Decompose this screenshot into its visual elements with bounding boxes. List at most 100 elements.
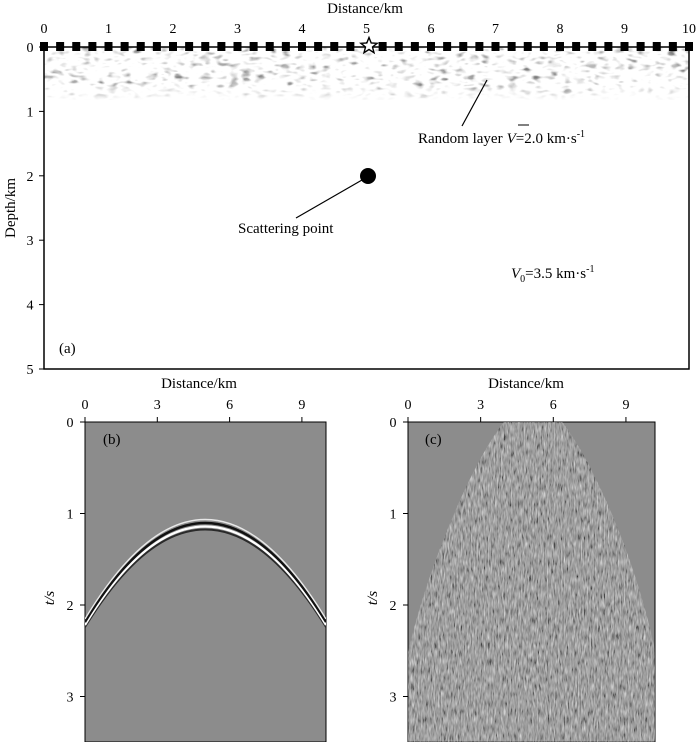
panel-c-ytick-labels: 0 1 2 3 — [390, 416, 397, 706]
panel-c-tick-marks — [403, 417, 627, 697]
receiver-marker — [556, 42, 564, 51]
receiver-marker — [652, 42, 661, 51]
receiver-marker — [169, 42, 177, 51]
receiver-marker — [136, 42, 145, 51]
panel-a-xtick-label: 1 — [105, 22, 112, 37]
receiver-marker — [40, 42, 48, 51]
receiver-marker — [491, 42, 500, 51]
panel-b-hyperbola — [85, 518, 326, 628]
v0-sub: 0 — [520, 274, 525, 285]
receiver-marker — [668, 42, 677, 51]
panel-b-ytick-label: 0 — [67, 416, 74, 431]
receiver-marker — [265, 42, 274, 51]
receiver-marker — [410, 42, 419, 51]
receiver-marker — [314, 42, 323, 51]
panel-b-xtick-labels: 0 3 6 9 — [82, 398, 306, 413]
panel-b-ytick-label: 3 — [67, 691, 74, 706]
panel-a-xtick-label: 3 — [234, 22, 241, 37]
panel-a-xlabel: Distance/km — [327, 1, 403, 17]
panel-c: Distance/km 0 3 6 9 0 1 2 3 t/s (c) — [365, 376, 656, 742]
panel-b-ytick-label: 2 — [67, 599, 74, 614]
receiver-marker — [394, 42, 403, 51]
receiver-marker — [523, 42, 532, 51]
scattering-point-label: Scattering point — [238, 221, 334, 237]
receiver-marker — [56, 42, 65, 51]
panel-a-ylabel: Depth/km — [3, 178, 19, 238]
panel-a-xtick-label: 10 — [682, 22, 696, 37]
receiver-marker — [120, 42, 129, 51]
v0-exp: -1 — [586, 264, 594, 275]
random-layer-symbol: V — [507, 131, 518, 147]
panel-b: Distance/km 0 3 6 9 0 1 2 3 t/s (b) — [42, 376, 327, 742]
panel-b-tick-marks — [80, 417, 303, 697]
receiver-marker — [217, 42, 226, 51]
scattering-point-marker — [360, 168, 376, 184]
random-layer-leader — [461, 79, 488, 127]
random-layer-exp: -1 — [577, 129, 585, 140]
receiver-marker — [572, 42, 581, 51]
panel-a-xtick-labels: 0 1 2 3 4 5 6 7 8 9 10 — [41, 22, 697, 37]
panel-a-xtick-label: 9 — [621, 22, 628, 37]
panel-c-xtick-label: 9 — [622, 398, 629, 413]
panel-a-ytick-label: 3 — [27, 234, 34, 249]
receiver-marker — [539, 42, 548, 51]
receiver-marker — [201, 42, 210, 51]
panel-b-xtick-label: 9 — [298, 398, 305, 413]
panel-b-xtick-label: 0 — [82, 398, 89, 413]
random-layer-value: =2.0 km·s — [516, 131, 577, 147]
receiver-marker — [152, 42, 161, 51]
panel-b-seismogram — [84, 421, 327, 742]
panel-a-xtick-label: 5 — [363, 22, 370, 37]
receiver-marker — [475, 42, 484, 51]
panel-a-ytick-label: 5 — [27, 363, 34, 378]
panel-c-xlabel: Distance/km — [488, 376, 564, 392]
v0-label-group: V0=3.5 km·s-1 — [511, 264, 594, 285]
receiver-marker — [459, 42, 468, 51]
panel-a: Distance/km 0 1 2 3 4 5 6 7 8 9 10 0 1 2 3 4 5 Depth/km… — [3, 1, 696, 378]
receiver-marker — [281, 42, 290, 51]
panel-c-xtick-label: 0 — [405, 398, 412, 413]
panel-b-xtick-label: 3 — [154, 398, 161, 413]
v0-symbol: V — [511, 266, 522, 282]
panel-c-label: (c) — [425, 432, 442, 448]
scattering-point-leader — [295, 179, 363, 219]
panel-a-ytick-label: 1 — [27, 105, 34, 120]
panel-a-xtick-label: 4 — [299, 22, 306, 37]
receiver-marker — [427, 42, 435, 51]
panel-c-xtick-label: 6 — [550, 398, 557, 413]
receiver-marker — [185, 42, 194, 51]
random-layer — [44, 47, 689, 101]
receiver-marker — [378, 42, 387, 51]
receiver-marker — [636, 42, 645, 51]
panel-b-ytick-label: 1 — [67, 508, 74, 523]
receiver-marker — [233, 42, 242, 51]
panel-a-xtick-label: 0 — [41, 22, 48, 37]
panel-a-ytick-label: 2 — [27, 170, 34, 185]
panel-c-ylabel: t/s — [365, 591, 381, 605]
panel-c-ytick-label: 2 — [390, 599, 397, 614]
receiver-marker — [507, 42, 516, 51]
receiver-marker — [88, 42, 97, 51]
panel-a-xtick-label: 7 — [492, 22, 499, 37]
receiver-marker — [588, 42, 597, 51]
panel-a-xtick-label: 8 — [557, 22, 564, 37]
panel-c-ytick-label: 0 — [390, 416, 397, 431]
panel-b-ytick-labels: 0 1 2 3 — [67, 416, 74, 706]
panel-b-label: (b) — [103, 432, 121, 448]
panel-a-ytick-labels: 0 1 2 3 4 5 — [27, 41, 34, 378]
panel-a-ytick-label: 0 — [27, 41, 34, 56]
receiver-marker — [443, 42, 452, 51]
receiver-marker — [685, 42, 693, 51]
panel-a-label: (a) — [59, 341, 76, 357]
receiver-marker — [330, 42, 339, 51]
receiver-marker — [604, 42, 613, 51]
panel-c-xtick-labels: 0 3 6 9 — [405, 398, 630, 413]
receiver-marker — [104, 42, 113, 51]
panel-c-ytick-label: 1 — [390, 508, 397, 523]
panel-a-xtick-label: 2 — [170, 22, 177, 37]
panel-b-ylabel: t/s — [42, 591, 58, 605]
panel-a-ytick-label: 4 — [27, 299, 34, 314]
source-star-icon — [359, 35, 379, 55]
receiver-marker — [298, 42, 306, 51]
